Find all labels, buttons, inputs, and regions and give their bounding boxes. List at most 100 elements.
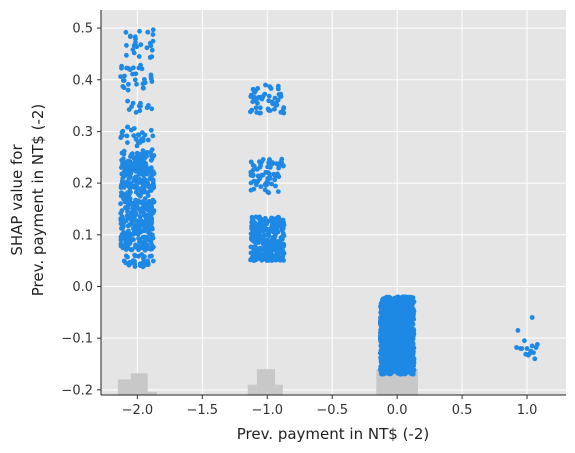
scatter-point — [140, 264, 146, 270]
scatter-point — [279, 245, 285, 251]
scatter-point — [135, 180, 140, 186]
scatter-point — [378, 347, 384, 353]
scatter-point — [401, 349, 407, 354]
scatter-point — [396, 308, 402, 314]
scatter-point — [396, 300, 402, 305]
scatter-point — [140, 148, 146, 154]
scatter-point — [514, 345, 519, 350]
scatter-point — [125, 87, 131, 93]
scatter-point — [384, 321, 390, 327]
scatter-point — [402, 330, 408, 335]
scatter-point — [385, 334, 391, 340]
scatter-point — [278, 249, 284, 255]
scatter-point — [124, 52, 129, 58]
scatter-point — [119, 214, 125, 220]
scatter-point — [389, 364, 395, 370]
scatter-point — [148, 165, 154, 171]
scatter-point — [124, 240, 130, 246]
scatter-point — [280, 163, 286, 169]
y-tick-label: 0.2 — [72, 177, 93, 192]
scatter-point — [384, 312, 389, 318]
scatter-point — [128, 160, 133, 165]
scatter-point — [129, 209, 135, 215]
scatter-point — [132, 261, 138, 267]
scatter-point — [250, 167, 256, 173]
scatter-point — [138, 42, 144, 48]
scatter-point — [145, 193, 151, 198]
scatter-point — [379, 371, 384, 377]
scatter-point — [249, 236, 254, 242]
scatter-point — [253, 105, 259, 111]
scatter-point — [262, 182, 268, 188]
scatter-point — [120, 78, 126, 83]
scatter-point — [275, 244, 281, 249]
scatter-point — [266, 233, 272, 239]
scatter-point — [378, 355, 383, 360]
scatter-point — [380, 336, 386, 342]
scatter-point — [252, 89, 257, 94]
scatter-point — [404, 368, 410, 374]
scatter-point — [145, 258, 151, 264]
scatter-point — [268, 251, 274, 256]
scatter-point — [388, 369, 394, 375]
scatter-point — [118, 74, 123, 79]
scatter-point — [273, 183, 278, 189]
y-tick-label: 0.5 — [72, 22, 93, 37]
scatter-point — [274, 252, 280, 257]
y-tick-labels: −0.2 −0.1 0.0 0.1 0.2 0.3 0.4 0.5 — [61, 22, 101, 398]
scatter-point — [138, 200, 144, 205]
scatter-point — [138, 100, 143, 106]
scatter-point — [392, 335, 398, 341]
scatter-point — [128, 127, 134, 133]
scatter-point — [535, 342, 540, 347]
scatter-point — [405, 324, 411, 329]
scatter-point — [150, 258, 156, 264]
scatter-point — [397, 329, 402, 335]
scatter-point — [149, 54, 155, 60]
scatter-point — [140, 136, 146, 141]
y-axis-label-line-1: SHAP value for — [8, 144, 26, 256]
scatter-point — [275, 189, 281, 195]
x-tick-label: 0.0 — [387, 403, 408, 418]
scatter-point — [257, 105, 263, 111]
scatter-point — [125, 254, 130, 260]
scatter-point — [133, 210, 139, 216]
scatter-point — [139, 190, 144, 196]
scatter-point — [252, 220, 258, 226]
scatter-point — [133, 243, 139, 249]
histogram-bar — [117, 379, 131, 395]
scatter-point — [410, 328, 416, 334]
scatter-point — [383, 361, 389, 367]
scatter-point — [137, 28, 142, 34]
scatter-point — [399, 337, 404, 342]
scatter-point — [254, 166, 260, 172]
scatter-point — [125, 164, 131, 170]
scatter-point — [128, 221, 134, 226]
scatter-point — [259, 159, 264, 165]
scatter-point — [149, 204, 155, 210]
y-tick-label: 0.1 — [72, 228, 93, 243]
scatter-point — [248, 109, 253, 115]
scatter-point — [151, 209, 156, 215]
scatter-point — [280, 253, 286, 259]
scatter-point — [253, 241, 258, 246]
scatter-point — [124, 133, 130, 139]
scatter-point — [406, 312, 412, 317]
scatter-point — [272, 237, 278, 243]
scatter-point — [410, 295, 415, 301]
scatter-point — [265, 243, 271, 248]
scatter-point — [380, 296, 386, 302]
scatter-point — [280, 236, 285, 242]
scatter-point — [149, 233, 155, 239]
scatter-point — [125, 214, 130, 219]
scatter-point — [251, 96, 257, 102]
x-tick-label: −2.0 — [122, 403, 154, 418]
scatter-point — [148, 216, 154, 222]
scatter-point — [137, 176, 143, 182]
x-tick-label: −1.0 — [251, 403, 283, 418]
scatter-point — [270, 223, 276, 229]
scatter-point — [384, 342, 390, 347]
scatter-point — [523, 351, 529, 357]
scatter-point — [139, 130, 145, 136]
scatter-point — [133, 174, 139, 180]
